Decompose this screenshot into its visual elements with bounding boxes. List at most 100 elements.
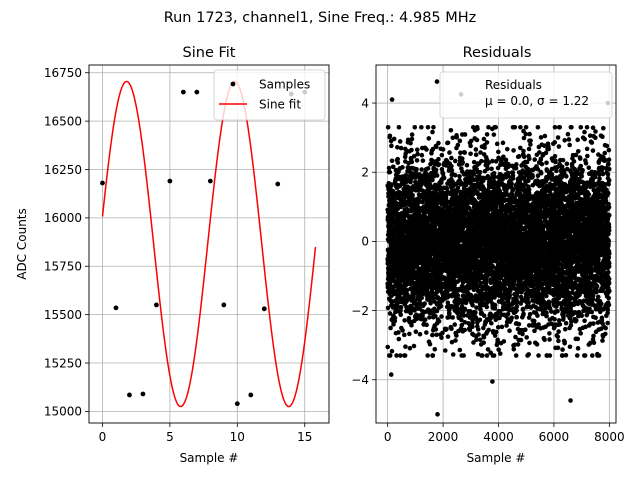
residual-point — [393, 316, 398, 321]
residual-point — [424, 323, 429, 328]
sample-point — [127, 393, 132, 398]
sine-fit-y-axis-label: ADC Counts — [15, 208, 29, 280]
residual-point — [390, 349, 395, 354]
residual-point — [474, 152, 479, 157]
residual-point — [521, 312, 526, 317]
residual-point — [437, 162, 442, 167]
sine-fit-x-tick-label: 10 — [230, 430, 245, 444]
residual-point — [474, 147, 479, 152]
residual-point — [474, 305, 479, 310]
residual-point — [389, 144, 394, 149]
sample-point — [248, 393, 253, 398]
sine-fit-y-tick-label: 16500 — [44, 114, 82, 128]
residual-point — [415, 147, 420, 152]
residuals-title: Residuals — [463, 45, 532, 61]
residual-point — [492, 353, 497, 358]
residual-point — [434, 333, 439, 338]
residual-point — [462, 150, 467, 155]
residual-point — [463, 132, 468, 137]
residual-point — [440, 153, 445, 158]
residual-point — [513, 125, 518, 130]
residual-point — [428, 301, 433, 306]
residual-point — [409, 148, 414, 153]
sine-fit-title: Sine Fit — [183, 45, 236, 61]
residual-point — [420, 153, 425, 158]
residual-point — [454, 333, 459, 338]
residual-point — [427, 136, 432, 141]
residual-point — [496, 150, 501, 155]
residual-point — [511, 173, 516, 178]
residual-point — [489, 321, 494, 326]
figure-suptitle: Run 1723, channel1, Sine Freq.: 4.985 MH… — [164, 10, 477, 26]
residual-point — [419, 125, 424, 130]
residual-point — [489, 167, 494, 172]
residual-point — [514, 162, 519, 167]
residual-point — [453, 338, 458, 343]
residual-point — [395, 145, 400, 150]
residual-point — [485, 132, 490, 137]
sine-fit-x-tick-label: 0 — [99, 430, 107, 444]
residual-point — [421, 158, 426, 163]
residual-point — [519, 338, 524, 343]
residual-point — [462, 328, 467, 333]
residual-point — [502, 339, 507, 344]
residual-point — [514, 315, 519, 320]
residual-point — [431, 353, 436, 358]
residual-point — [419, 167, 424, 172]
residual-point — [493, 303, 498, 308]
residual-point — [475, 138, 480, 143]
residual-point — [410, 193, 415, 198]
residual-point — [498, 351, 503, 356]
residual-point — [408, 141, 413, 146]
residual-point — [518, 125, 523, 130]
residual-point — [412, 125, 417, 130]
residual-point — [511, 347, 516, 352]
residual-point — [425, 353, 430, 358]
residual-point — [449, 326, 454, 331]
residual-point — [521, 308, 526, 313]
residual-point — [465, 163, 470, 168]
residual-point — [453, 173, 458, 178]
residual-point — [414, 167, 419, 172]
residual-point — [521, 149, 526, 154]
residual-point — [439, 304, 444, 309]
residual-point — [388, 326, 393, 331]
legend-sine-fit-label: Sine fit — [259, 98, 301, 112]
residual-point — [481, 340, 486, 345]
residual-point — [450, 315, 455, 320]
residual-point — [450, 135, 455, 140]
residual-point — [478, 170, 483, 175]
sine-fit-legend: Samples Sine fit — [214, 70, 325, 120]
residual-point — [437, 319, 442, 324]
residual-point — [482, 335, 487, 340]
residual-point — [398, 312, 403, 317]
residual-point — [511, 187, 516, 192]
residual-point — [505, 147, 510, 152]
residual-point — [386, 125, 391, 130]
residual-point — [484, 279, 489, 284]
residual-point — [396, 330, 401, 335]
sine-fit-y-tick-label: 16750 — [44, 66, 82, 80]
residual-point — [485, 167, 490, 172]
residual-point — [409, 160, 414, 165]
residual-point — [476, 332, 481, 337]
residual-point — [458, 139, 463, 144]
residual-point — [449, 128, 454, 133]
residual-point — [402, 333, 407, 338]
residual-point — [400, 328, 405, 333]
residual-point — [496, 347, 501, 352]
residual-point — [444, 327, 449, 332]
residual-point — [441, 147, 446, 152]
residual-point — [492, 132, 497, 137]
residual-point — [446, 141, 451, 146]
residual-point — [482, 145, 487, 150]
sample-point — [221, 303, 226, 308]
sine-fit-y-tick-label: 15750 — [44, 260, 82, 274]
residual-point — [443, 348, 448, 353]
residual-point — [460, 160, 465, 165]
residual-point — [506, 164, 511, 169]
residual-point — [495, 338, 500, 343]
residual-point — [434, 327, 439, 332]
residual-point — [516, 342, 521, 347]
sample-point — [154, 303, 159, 308]
